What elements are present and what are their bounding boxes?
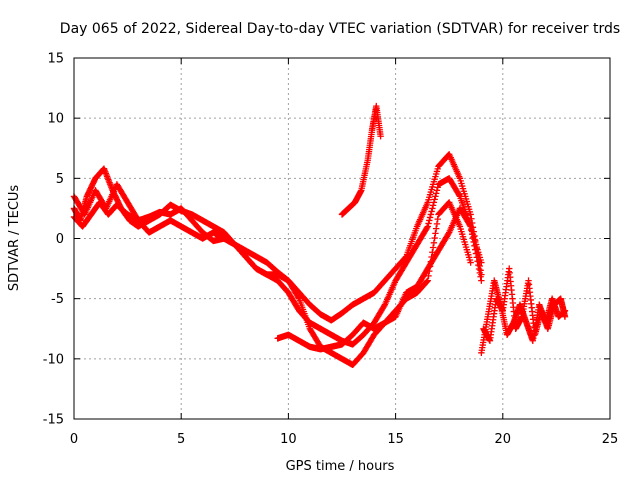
data-point (472, 250, 480, 257)
data-point (434, 215, 441, 223)
chart-title: Day 065 of 2022, Sidereal Day-to-day VTE… (60, 21, 620, 37)
series-track-b (70, 175, 485, 348)
data-point (295, 294, 302, 301)
data-point (432, 230, 439, 237)
data-point (468, 231, 476, 238)
data-point (433, 187, 441, 194)
data-point (471, 242, 478, 250)
data-point (424, 277, 431, 284)
y-tick-label: 15 (47, 52, 64, 67)
data-point (431, 196, 438, 203)
x-tick-label: 0 (70, 432, 78, 447)
grid (74, 58, 610, 419)
data-point (455, 191, 463, 199)
y-tick-label: -5 (51, 292, 64, 307)
data-point (427, 211, 435, 218)
data-point (432, 225, 440, 232)
x-tick-labels: 0 5 10 15 20 25 (70, 432, 618, 447)
x-tick-label: 5 (177, 432, 185, 447)
data-point (467, 259, 474, 266)
data-point (423, 278, 431, 285)
data-point (469, 234, 477, 242)
data-point (433, 220, 441, 228)
data-point (429, 249, 436, 256)
data-point (429, 244, 437, 251)
data-point (473, 254, 480, 261)
data-point (377, 133, 384, 140)
data-point (432, 193, 439, 200)
series-segment-d (274, 205, 485, 353)
x-axis-label: GPS time / hours (286, 459, 395, 474)
data-point (429, 205, 436, 212)
x-tick-label: 15 (387, 432, 404, 447)
data-point (434, 184, 441, 191)
data-point (474, 258, 481, 265)
series-segment-e (338, 102, 384, 218)
data-point (425, 272, 432, 280)
data-point (426, 217, 433, 224)
y-tick-labels: -15 -10 -5 0 5 10 15 (43, 52, 64, 428)
x-tick-label: 20 (495, 432, 512, 447)
data-point (467, 211, 474, 218)
series-segment-g (480, 265, 569, 344)
data-point (468, 227, 475, 234)
data-point (430, 239, 438, 246)
data-point (429, 202, 437, 209)
y-axis-label: SDTVAR / TECUs (7, 185, 22, 292)
data-point (476, 269, 484, 277)
data-point (425, 220, 432, 227)
data-point (472, 246, 479, 253)
data-points (70, 102, 569, 369)
y-tick-label: -10 (43, 352, 64, 367)
data-point (466, 221, 474, 229)
data-point (475, 261, 482, 269)
data-point (475, 265, 483, 273)
axis-ticks (73, 57, 611, 420)
x-tick-label: 10 (280, 432, 297, 447)
y-tick-label: 0 (56, 232, 64, 247)
data-point (426, 214, 434, 221)
data-point (424, 223, 431, 230)
data-point (470, 238, 477, 246)
data-point (431, 234, 438, 242)
data-point (428, 208, 435, 215)
data-point (468, 215, 475, 222)
data-point (423, 224, 431, 231)
data-point (478, 277, 485, 284)
y-tick-label: -15 (43, 413, 64, 428)
x-tick-label: 25 (602, 432, 619, 447)
data-point (561, 313, 569, 320)
y-tick-label: 10 (47, 112, 64, 127)
y-tick-label: 5 (56, 172, 64, 187)
data-point (477, 273, 484, 280)
data-point (467, 223, 474, 230)
data-point (430, 199, 438, 206)
data-point (432, 190, 440, 197)
